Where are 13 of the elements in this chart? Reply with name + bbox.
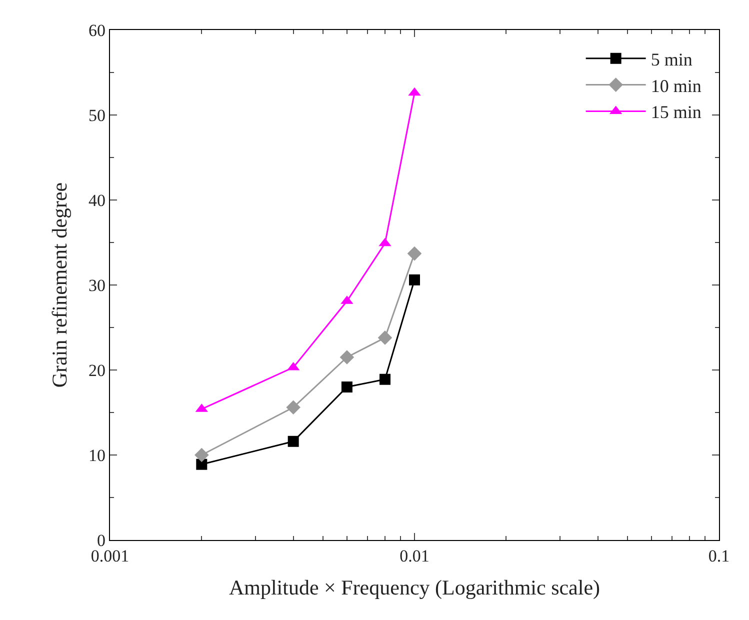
- y-tick-label: 40: [88, 190, 106, 210]
- legend-label: 10 min: [650, 76, 702, 96]
- y-tick-label: 20: [88, 360, 106, 380]
- x-tick-label: 0.01: [400, 546, 430, 566]
- legend-label: 15 min: [650, 102, 702, 122]
- x-axis-title: Amplitude × Frequency (Logarithmic scale): [228, 576, 600, 600]
- y-tick-label: 50: [88, 106, 106, 125]
- x-tick-label: 0.1: [708, 546, 730, 566]
- y-tick-label: 10: [88, 446, 106, 465]
- y-tick-label: 30: [88, 276, 106, 295]
- y-tick-label: 60: [88, 20, 106, 40]
- legend-label: 5 min: [650, 49, 692, 70]
- y-axis-title: Grain refinement degree: [48, 182, 72, 388]
